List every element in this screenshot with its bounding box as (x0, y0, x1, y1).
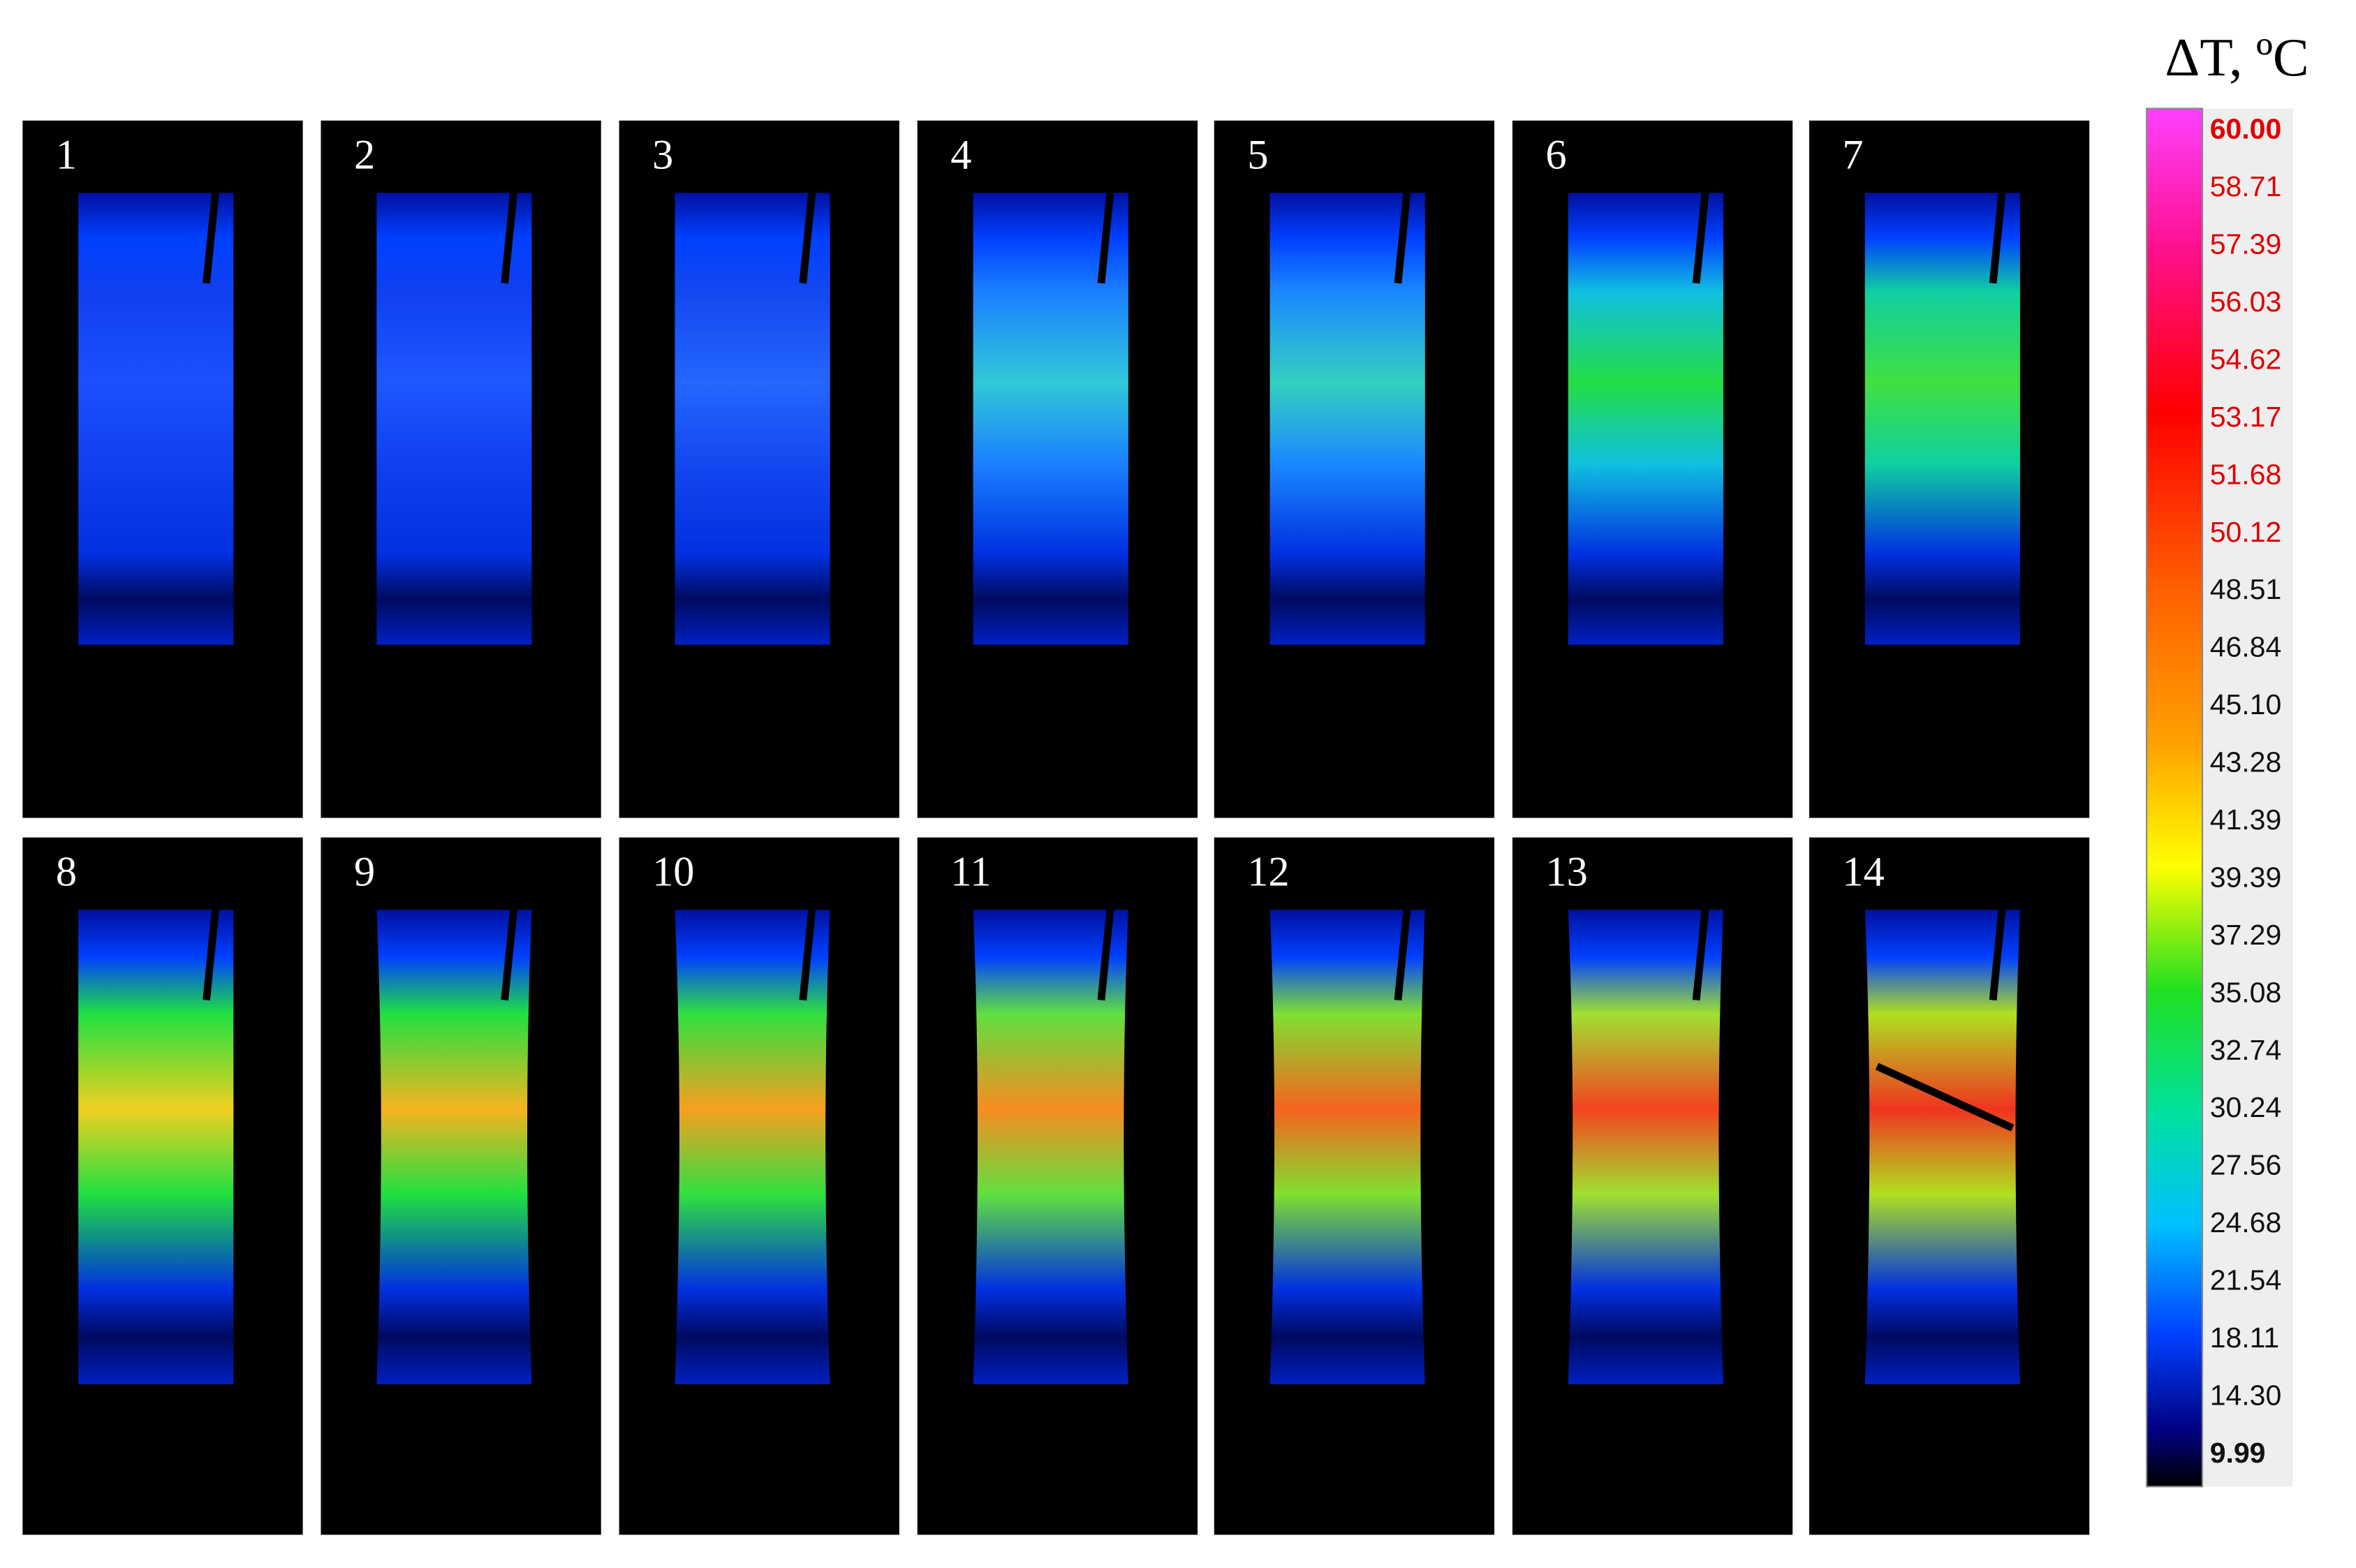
panel-label: 5 (1247, 132, 1268, 179)
colorbar-label: 27.56 (2210, 1149, 2282, 1181)
colorbar-label: 48.51 (2210, 573, 2282, 605)
specimen (1269, 193, 1425, 645)
specimen (1568, 193, 1723, 645)
grip-slot (1097, 909, 1114, 1001)
panel-label: 12 (1247, 849, 1289, 896)
colorbar-label: 32.74 (2210, 1034, 2282, 1066)
panel-label: 2 (354, 132, 375, 179)
colorbar-label: 14.30 (2210, 1379, 2282, 1411)
colorbar-label: 41.39 (2210, 804, 2282, 836)
colorbar-label: 56.03 (2210, 286, 2282, 318)
colorbar-label: 45.10 (2210, 688, 2282, 720)
colorbar-label: 57.39 (2210, 228, 2282, 260)
specimen (78, 910, 234, 1384)
grip-slot (799, 909, 816, 1001)
colorbar-label-bg (2202, 108, 2293, 1487)
colorbar-label: 58.71 (2210, 170, 2282, 202)
colorbar-label: 18.11 (2210, 1322, 2279, 1354)
colorbar-label: 37.29 (2210, 919, 2282, 951)
colorbar-label: 39.39 (2210, 861, 2282, 893)
colorbar-label: 51.68 (2210, 458, 2282, 490)
specimen (675, 910, 830, 1384)
panel-label: 1 (56, 132, 77, 179)
colorbar-label: 24.68 (2210, 1206, 2282, 1238)
colorbar-label: 35.08 (2210, 976, 2282, 1008)
panel-label: 8 (56, 849, 77, 896)
panel-label: 11 (950, 849, 991, 896)
colorbar-label: 46.84 (2210, 631, 2282, 663)
colorbar-label: 60.00 (2210, 113, 2282, 145)
colorbar-label: 30.24 (2210, 1091, 2282, 1123)
specimen (675, 193, 830, 645)
grip-slot (501, 909, 518, 1001)
specimen (78, 193, 234, 645)
panel-label: 6 (1545, 132, 1566, 179)
grip-slot (1989, 192, 2006, 284)
colorbar-label: 53.17 (2210, 401, 2282, 433)
colorbar (2146, 108, 2204, 1488)
grip-slot (501, 192, 518, 284)
grip-slot (1394, 192, 1411, 284)
grip-slot (1692, 909, 1709, 1001)
colorbar-label: 21.54 (2210, 1264, 2282, 1296)
grip-slot (1394, 909, 1411, 1001)
specimen (973, 193, 1128, 645)
colorbar-title: ΔT, ºC (2165, 27, 2309, 87)
panel-label: 14 (1842, 849, 1884, 896)
panel-label: 3 (652, 132, 673, 179)
crack (1875, 1063, 2015, 1132)
colorbar-label: 50.12 (2210, 516, 2282, 548)
specimen (1269, 910, 1425, 1384)
grip-slot (1989, 909, 2006, 1001)
colorbar-label: 54.62 (2210, 343, 2282, 375)
panel-label: 13 (1545, 849, 1587, 896)
specimen (1568, 910, 1723, 1384)
specimen (973, 910, 1128, 1384)
specimen (1864, 910, 2020, 1384)
specimen (376, 910, 532, 1384)
grip-slot (1097, 192, 1114, 284)
specimen (376, 193, 532, 645)
grip-slot (203, 909, 219, 1001)
colorbar-label: 43.28 (2210, 746, 2282, 778)
panel-label: 4 (950, 132, 971, 179)
panel-label: 9 (354, 849, 375, 896)
grip-slot (203, 192, 219, 284)
colorbar-label: 9.99 (2210, 1437, 2266, 1469)
panel-label: 10 (652, 849, 694, 896)
specimen (1864, 193, 2020, 645)
panel-label: 7 (1842, 132, 1863, 179)
grip-slot (799, 192, 816, 284)
grip-slot (1692, 192, 1709, 284)
